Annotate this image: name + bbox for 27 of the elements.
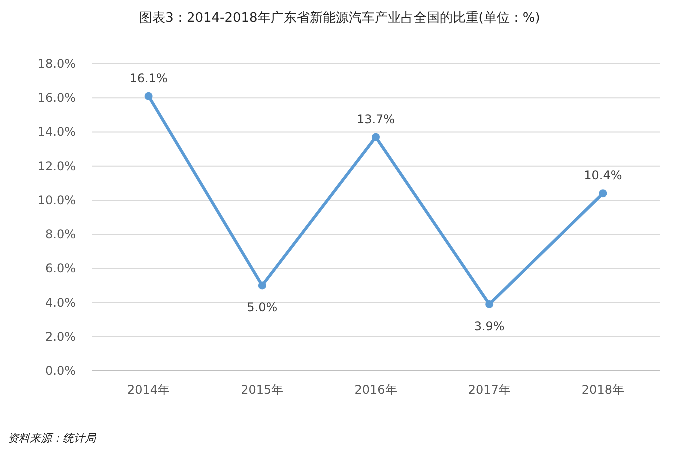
data-label: 10.4% <box>584 168 622 183</box>
x-tick-label: 2015年 <box>241 383 284 397</box>
data-label: 16.1% <box>130 71 168 86</box>
point <box>486 300 494 308</box>
data-label: 3.9% <box>474 319 505 334</box>
y-tick-label: 12.0% <box>38 159 76 174</box>
x-tick-label: 2017年 <box>468 383 511 397</box>
chart-title: 图表3：2014-2018年广东省新能源汽车产业占全国的比重(单位：%) <box>140 11 540 26</box>
data-label: 5.0% <box>247 300 278 315</box>
y-tick-label: 14.0% <box>38 125 76 140</box>
x-tick-label: 2016年 <box>354 383 398 397</box>
point <box>372 133 380 142</box>
x-tick-label: 2018年 <box>582 383 624 397</box>
point <box>599 190 608 198</box>
x-tick-label: 2014年 <box>128 383 170 397</box>
data-label: 13.7% <box>356 112 396 126</box>
y-tick-label: 6.0% <box>46 262 76 276</box>
point <box>258 282 266 290</box>
y-tick-label: 10.0% <box>38 193 76 208</box>
point <box>144 92 153 100</box>
y-tick-label: 8.0% <box>46 228 76 242</box>
text: 资料来源：统计局 <box>8 432 97 445</box>
y-tick-label: 2.0% <box>46 330 76 344</box>
y-tick-label: 18.0% <box>38 57 76 71</box>
y-tick-label: 0.0% <box>46 364 76 378</box>
y-tick-label: 4.0% <box>46 296 76 310</box>
y-tick-label: 16.0% <box>38 91 76 106</box>
